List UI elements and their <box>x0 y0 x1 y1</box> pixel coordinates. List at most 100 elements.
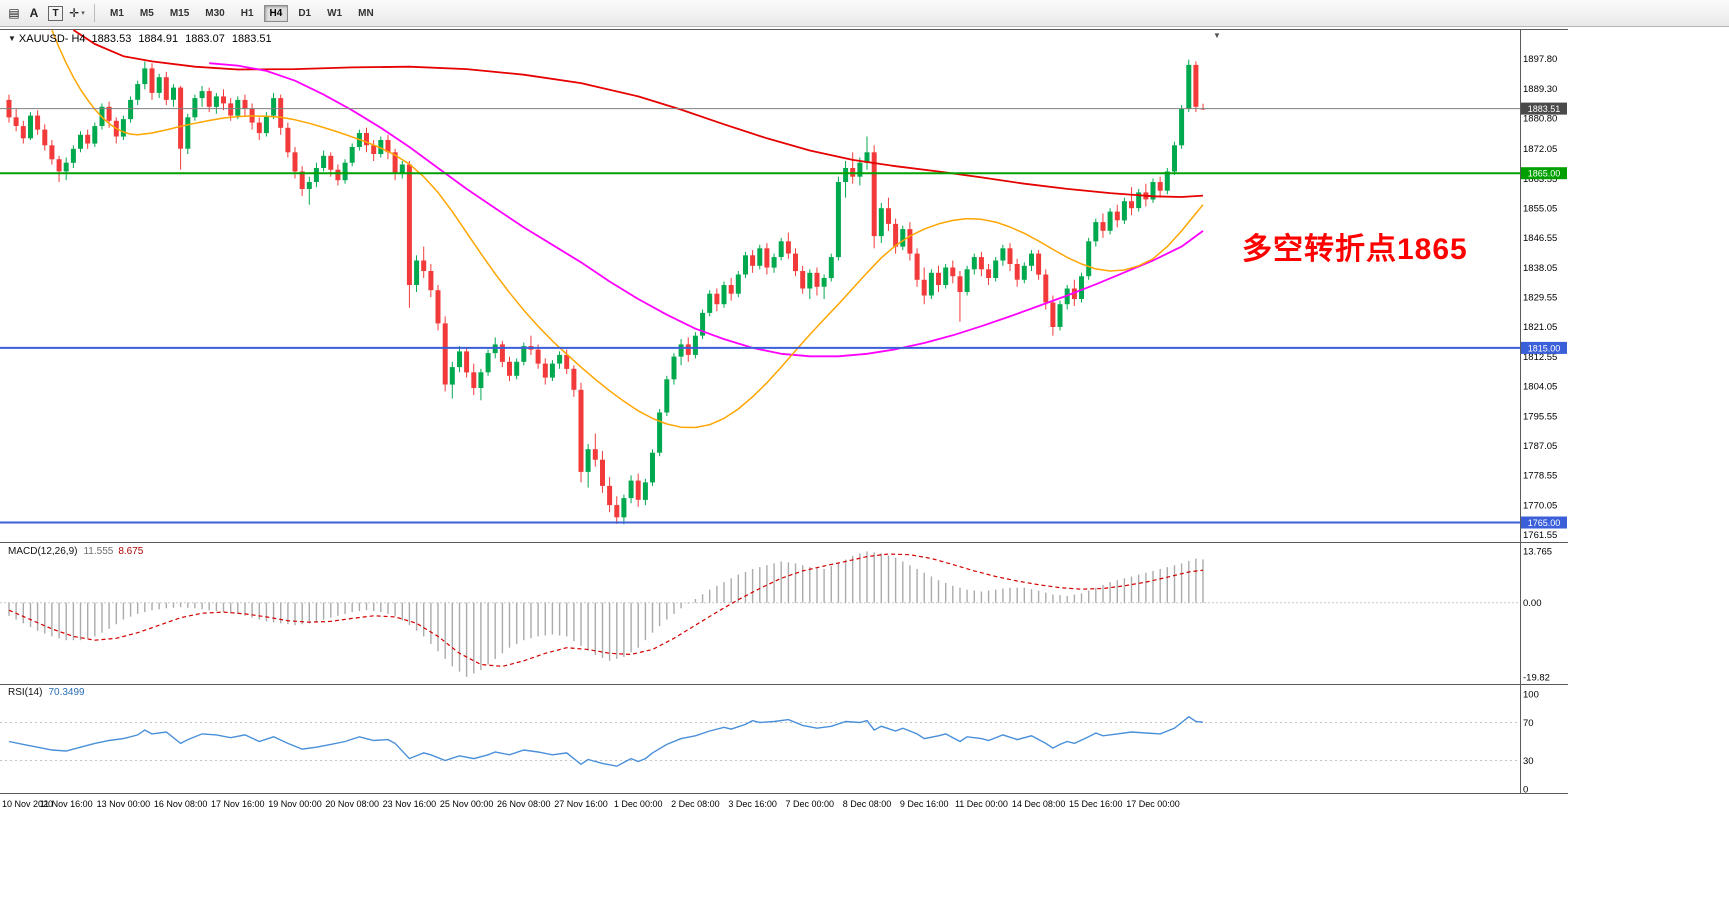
candle-body <box>835 182 841 258</box>
candle-body <box>1129 201 1134 209</box>
candle-body <box>1050 302 1056 327</box>
timeframe-button-H1[interactable]: H1 <box>240 7 254 19</box>
price-scale-label: 1889.30 <box>1523 84 1557 95</box>
candle-body <box>306 182 312 189</box>
candle-body <box>1014 264 1020 280</box>
symbol-dropdown-icon[interactable]: ▼ <box>8 34 16 43</box>
date-label: 17 Nov 16:00 <box>211 799 265 809</box>
macd-scale-label: -19.82 <box>1523 673 1550 684</box>
candle-body <box>385 140 391 153</box>
macd-scale-label: 13.765 <box>1523 547 1552 558</box>
candle-body <box>435 290 441 324</box>
tool-buttons-group: ▤ A T ✛ ▾ <box>4 4 87 22</box>
date-label: 16 Nov 08:00 <box>154 799 208 809</box>
candle-body <box>163 77 169 100</box>
candle-body <box>678 344 684 357</box>
candle-body <box>28 115 33 139</box>
candle-body <box>399 164 405 174</box>
timeframe-button-M1[interactable]: M1 <box>110 7 124 19</box>
low-value: 1883.07 <box>185 33 225 45</box>
candle-body <box>42 129 48 146</box>
candle-body <box>171 87 176 100</box>
rsi-scale-label: 100 <box>1523 690 1539 701</box>
chart-text-annotation[interactable]: 多空转折点1865 <box>1242 233 1468 266</box>
candle-body <box>778 241 784 257</box>
candle-body <box>871 152 877 237</box>
candles-layer[interactable] <box>6 59 1206 525</box>
candle-body <box>907 229 913 254</box>
candle-body <box>771 257 777 268</box>
candle-body <box>56 159 62 172</box>
candle-body <box>120 119 126 137</box>
candle-body <box>442 323 448 385</box>
candle-body <box>299 171 305 189</box>
horizontal-line-1865-badge <box>1521 167 1567 180</box>
candle-body <box>936 272 941 285</box>
timeframe-button-MN[interactable]: MN <box>358 7 374 19</box>
candle-body <box>457 351 462 368</box>
candle-body <box>1193 64 1199 107</box>
candle-body <box>449 367 455 385</box>
date-label: 15 Dec 16:00 <box>1069 799 1123 809</box>
candle-body <box>657 412 663 453</box>
timeframe-button-M15[interactable]: M15 <box>169 7 190 19</box>
candle-body <box>328 155 334 170</box>
candle-body <box>557 354 563 364</box>
candle-body <box>1043 274 1049 303</box>
candle-body <box>714 293 720 305</box>
crosshair-tool-icon[interactable]: ✛ ▾ <box>69 6 85 20</box>
timeframe-button-D1[interactable]: D1 <box>298 7 312 19</box>
date-label: 1 Dec 00:00 <box>614 799 663 809</box>
rsi-indicator-label: RSI(14) 70.3499 <box>8 687 85 698</box>
candle-body <box>478 372 484 388</box>
rsi-line <box>8 715 1204 767</box>
candle-body <box>321 155 327 168</box>
chart-list-icon[interactable]: ▤ <box>8 6 20 20</box>
candle-body <box>886 208 891 224</box>
candle-body <box>471 372 477 388</box>
candle-body <box>757 248 763 266</box>
date-label: 14 Dec 08:00 <box>1012 799 1066 809</box>
rsi-name: RSI(14) <box>8 687 43 698</box>
candle-body <box>542 363 548 378</box>
candle-body <box>893 223 899 247</box>
date-label: 17 Dec 00:00 <box>1126 799 1180 809</box>
price-scale-label: 1795.55 <box>1523 411 1557 422</box>
candle-body <box>1179 108 1185 146</box>
candle-body <box>1186 64 1192 109</box>
candle-body <box>135 84 141 100</box>
candle-body <box>221 96 226 104</box>
horizontal-line-1815-badge-label: 1815.00 <box>1528 343 1561 353</box>
label-tool-icon[interactable]: A <box>29 6 39 20</box>
candle-body <box>864 152 870 163</box>
candle-body <box>1157 182 1163 191</box>
date-label: 11 Nov 16:00 <box>40 799 93 809</box>
timeframe-button-M30[interactable]: M30 <box>205 7 225 19</box>
timeframe-button-M5[interactable]: M5 <box>139 7 154 19</box>
candle-body <box>1007 248 1013 264</box>
chart-shift-marker[interactable]: ▼ <box>1213 31 1221 40</box>
timeframe-toolbar: M1 M5 M15 M30 H1 H4 D1 W1 MN <box>102 4 382 22</box>
candle-body <box>821 278 827 287</box>
candle-body <box>156 77 162 93</box>
candle-body <box>828 257 834 279</box>
timeframe-button-W1[interactable]: W1 <box>327 7 343 19</box>
text-tool-icon[interactable]: T <box>48 5 63 21</box>
rsi-scale-label: 30 <box>1523 756 1534 767</box>
candle-body <box>49 145 55 160</box>
price-scale-label: 1897.80 <box>1523 54 1557 65</box>
candle-body <box>35 115 41 130</box>
candle-body <box>685 344 691 355</box>
candle-body <box>1164 171 1170 191</box>
candle-body <box>85 134 91 144</box>
candle-body <box>1000 248 1006 261</box>
date-label: 20 Nov 08:00 <box>325 799 379 809</box>
candle-body <box>78 134 83 149</box>
candle-body <box>585 449 591 472</box>
timeframe-button-H4[interactable]: H4 <box>263 4 289 22</box>
candle-body <box>878 208 884 237</box>
candle-body <box>142 68 148 85</box>
candle-body <box>428 271 434 291</box>
